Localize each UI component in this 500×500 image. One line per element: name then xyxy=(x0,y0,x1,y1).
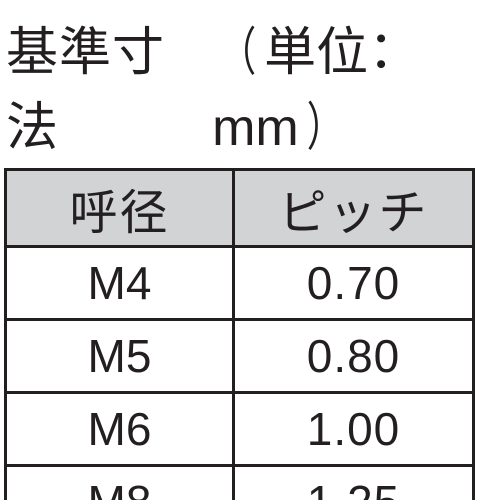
table-row: M5 0.80 xyxy=(6,320,474,393)
table-row: M8 1.25 xyxy=(6,466,474,500)
title-unit: （単位： mm） xyxy=(212,10,500,160)
table-header-row: 呼径 ピッチ xyxy=(6,170,474,247)
cell-pitch: 0.70 xyxy=(234,247,474,320)
unit-colon: ： xyxy=(368,8,420,83)
cell-diameter: M8 xyxy=(6,466,234,500)
cell-pitch: 0.80 xyxy=(234,320,474,393)
unit-value: mm xyxy=(212,99,299,157)
spec-table: 呼径 ピッチ M4 0.70 M5 0.80 M6 1.00 M8 1.25 xyxy=(4,168,475,500)
cell-diameter: M6 xyxy=(6,393,234,466)
unit-paren-open: （ xyxy=(220,10,256,85)
title-row: 基準寸法 （単位： mm） xyxy=(0,10,500,160)
col-header-diameter: 呼径 xyxy=(6,170,234,247)
unit-label: 単位 xyxy=(264,24,368,82)
title-main: 基準寸法 xyxy=(6,10,182,160)
col-header-pitch: ピッチ xyxy=(234,170,474,247)
cell-pitch: 1.00 xyxy=(234,393,474,466)
table-row: M6 1.00 xyxy=(6,393,474,466)
cell-pitch: 1.25 xyxy=(234,466,474,500)
page-root: 基準寸法 （単位： mm） 呼径 ピッチ M4 0.70 M5 0.80 xyxy=(0,0,500,500)
unit-paren-close: ） xyxy=(307,85,343,160)
cell-diameter: M5 xyxy=(6,320,234,393)
cell-diameter: M4 xyxy=(6,247,234,320)
table-row: M4 0.70 xyxy=(6,247,474,320)
